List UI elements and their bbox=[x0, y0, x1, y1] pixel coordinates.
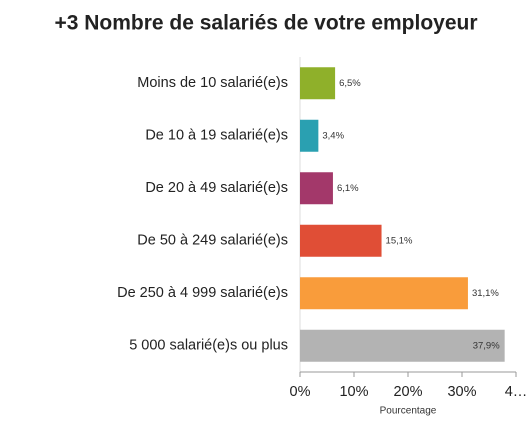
value-label: 15,1% bbox=[386, 235, 413, 246]
x-tick-label: 0% bbox=[290, 384, 311, 400]
y-tick-label: De 10 à 19 salarié(e)s bbox=[145, 128, 288, 144]
y-tick-label: De 50 à 249 salarié(e)s bbox=[137, 233, 288, 249]
value-label: 6,1% bbox=[337, 183, 359, 194]
x-tick-label: 4… bbox=[505, 384, 528, 400]
value-label: 37,9% bbox=[473, 340, 500, 351]
bar bbox=[300, 277, 468, 310]
x-tick-label: 20% bbox=[393, 384, 422, 400]
value-label: 31,1% bbox=[472, 288, 499, 299]
y-tick-label: 5 000 salarié(e)s ou plus bbox=[129, 338, 288, 354]
y-tick-label: De 20 à 49 salarié(e)s bbox=[145, 180, 288, 196]
bar bbox=[300, 329, 505, 362]
bar bbox=[300, 67, 336, 100]
y-tick-label: Moins de 10 salarié(e)s bbox=[137, 75, 288, 91]
x-tick-label: 30% bbox=[447, 384, 476, 400]
value-label: 6,5% bbox=[339, 78, 361, 89]
chart-title: +3 Nombre de salariés de votre employeur bbox=[54, 12, 477, 35]
value-label: 3,4% bbox=[322, 130, 344, 141]
x-tick-label: 10% bbox=[339, 384, 368, 400]
bar bbox=[300, 172, 333, 205]
bar bbox=[300, 119, 319, 152]
y-tick-label: De 250 à 4 999 salarié(e)s bbox=[117, 285, 288, 301]
x-axis-label: Pourcentage bbox=[380, 406, 437, 417]
bar bbox=[300, 224, 382, 257]
